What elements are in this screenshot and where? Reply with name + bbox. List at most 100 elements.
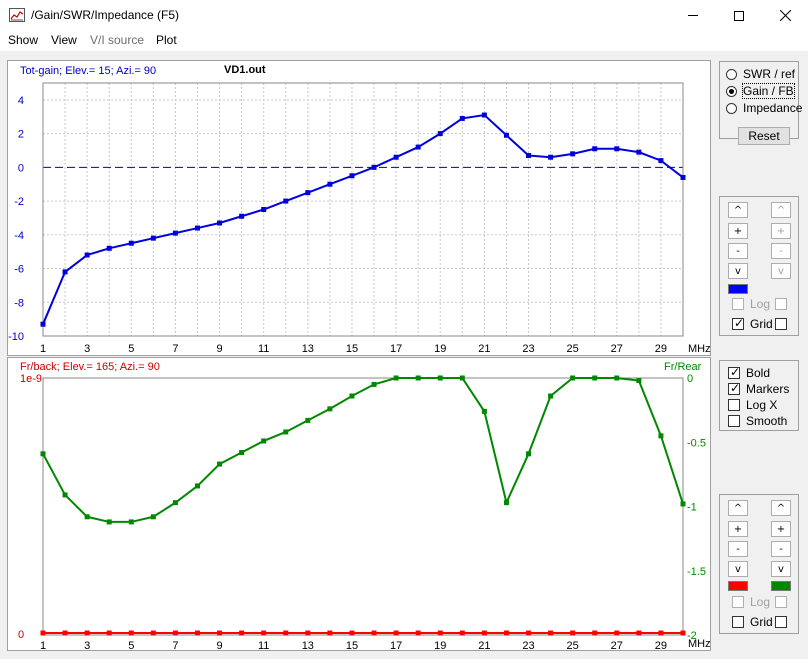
gain-point	[393, 154, 399, 160]
gain-x-tick-label: 19	[434, 343, 446, 355]
frback-down-button[interactable]: v	[728, 561, 748, 577]
frback-log-checkbox[interactable]: Log	[732, 595, 770, 609]
frrear-up-button[interactable]: ^	[771, 500, 791, 516]
frrear-point	[636, 378, 642, 384]
gain-right-plus-button[interactable]: +	[771, 223, 791, 239]
minimize-button[interactable]	[670, 0, 716, 31]
gain-down-button[interactable]: v	[728, 263, 748, 279]
frrear-color-swatch[interactable]	[771, 581, 791, 591]
gain-right-down-button[interactable]: v	[771, 263, 791, 279]
bold-box[interactable]	[728, 365, 740, 379]
radio-impedance-circle[interactable]	[726, 102, 737, 114]
frrear-point	[481, 408, 487, 414]
gain-grid-box[interactable]	[732, 316, 744, 330]
maximize-button[interactable]	[716, 0, 762, 31]
frback-up-button[interactable]: ^	[728, 500, 748, 516]
frrear-y-tick-label: -0.5	[687, 437, 706, 449]
gain-right-up-button[interactable]: ^	[771, 202, 791, 218]
menu-vi-source[interactable]: V/I source	[90, 33, 145, 47]
frback-grid-checkbox[interactable]: Grid	[732, 615, 773, 629]
menu-show[interactable]: Show	[8, 33, 39, 47]
bold-checkbox[interactable]: Bold	[728, 365, 770, 380]
gain-point	[150, 235, 156, 241]
frback-x-tick-label: 29	[655, 640, 667, 650]
gain-plus-button[interactable]: +	[728, 223, 748, 239]
frrear-log-checkbox[interactable]	[775, 595, 793, 609]
frback-point	[658, 630, 664, 636]
frback-point	[592, 630, 598, 636]
frback-x-tick-label: 13	[302, 640, 314, 650]
close-button[interactable]	[762, 0, 808, 31]
frback-x-tick-label: 11	[258, 640, 269, 650]
frrear-point	[62, 492, 68, 498]
gain-plot-header: Tot-gain; Elev.= 15; Azi.= 90	[20, 65, 156, 77]
frrear-point	[106, 519, 112, 525]
radio-swr-circle[interactable]	[726, 68, 737, 80]
gain-point	[437, 131, 443, 137]
gain-point	[40, 321, 46, 327]
gain-x-tick-label: 15	[346, 343, 358, 355]
smooth-box[interactable]	[728, 415, 740, 427]
radio-gain[interactable]: Gain / FB	[726, 83, 795, 99]
menu-view[interactable]: View	[51, 33, 77, 47]
gain-right-grid-box[interactable]	[775, 318, 787, 330]
markers-checkbox[interactable]: Markers	[728, 381, 789, 396]
gain-log-label: Log	[750, 297, 771, 311]
gain-point	[592, 146, 598, 152]
frback-point	[239, 630, 245, 636]
app-icon	[9, 8, 25, 22]
gain-up-button[interactable]: ^	[728, 202, 748, 218]
frrear-point	[217, 461, 223, 467]
gain-color-swatch[interactable]	[728, 284, 748, 294]
gain-grid-checkbox[interactable]: Grid	[732, 316, 773, 331]
reset-button[interactable]: Reset	[738, 127, 790, 145]
radio-swr[interactable]: SWR / ref	[726, 66, 795, 82]
gain-y-tick-label: 2	[18, 129, 24, 141]
radio-impedance[interactable]: Impedance	[726, 100, 802, 116]
logx-box[interactable]	[728, 399, 740, 411]
gain-point	[217, 220, 223, 226]
frback-point	[680, 630, 686, 636]
frback-minus-button[interactable]: -	[728, 541, 748, 557]
menu-plot[interactable]: Plot	[156, 33, 177, 47]
logx-checkbox[interactable]: Log X	[728, 398, 777, 412]
gain-x-tick-label: 27	[611, 343, 623, 355]
frback-point	[172, 630, 178, 636]
gain-right-log-box[interactable]	[775, 298, 787, 310]
frrear-down-button[interactable]: v	[771, 561, 791, 577]
frrear-plot-header: Fr/Rear	[664, 361, 702, 373]
gain-point	[415, 144, 421, 150]
frrear-grid-box[interactable]	[775, 616, 787, 628]
frback-grid-box[interactable]	[732, 616, 744, 628]
frback-color-swatch[interactable]	[728, 581, 748, 591]
smooth-checkbox[interactable]: Smooth	[728, 414, 787, 428]
gain-log-box[interactable]	[732, 298, 744, 310]
frback-point	[217, 630, 223, 636]
frback-plot-frame	[42, 377, 684, 636]
frback-log-box[interactable]	[732, 596, 744, 608]
frback-plot-panel: Fr/back; Elev.= 165; Azi.= 90 Fr/Rear 1e…	[7, 357, 711, 651]
minimize-icon	[688, 15, 698, 16]
frrear-log-box[interactable]	[775, 596, 787, 608]
frback-plus-button[interactable]: +	[728, 521, 748, 537]
frrear-point	[393, 375, 399, 381]
gain-log-checkbox[interactable]: Log	[732, 297, 770, 311]
gain-right-grid-checkbox[interactable]	[775, 317, 793, 331]
frback-x-unit: MHz	[688, 638, 710, 650]
gain-y-tick-label: 0	[18, 162, 24, 174]
gain-point	[503, 132, 509, 138]
frrear-plus-button[interactable]: +	[771, 521, 791, 537]
frrear-y-tick-label: -2	[687, 630, 697, 642]
frrear-grid-checkbox[interactable]	[775, 615, 793, 629]
gain-right-minus-button[interactable]: -	[771, 243, 791, 259]
frback-point	[371, 630, 377, 636]
frrear-point	[84, 514, 90, 520]
radio-gain-circle[interactable]	[726, 85, 737, 97]
frrear-minus-button[interactable]: -	[771, 541, 791, 557]
gain-right-log-checkbox[interactable]	[775, 297, 793, 311]
markers-box[interactable]	[728, 381, 740, 395]
gain-x-tick-label: 21	[478, 343, 490, 355]
gain-minus-button[interactable]: -	[728, 243, 748, 259]
